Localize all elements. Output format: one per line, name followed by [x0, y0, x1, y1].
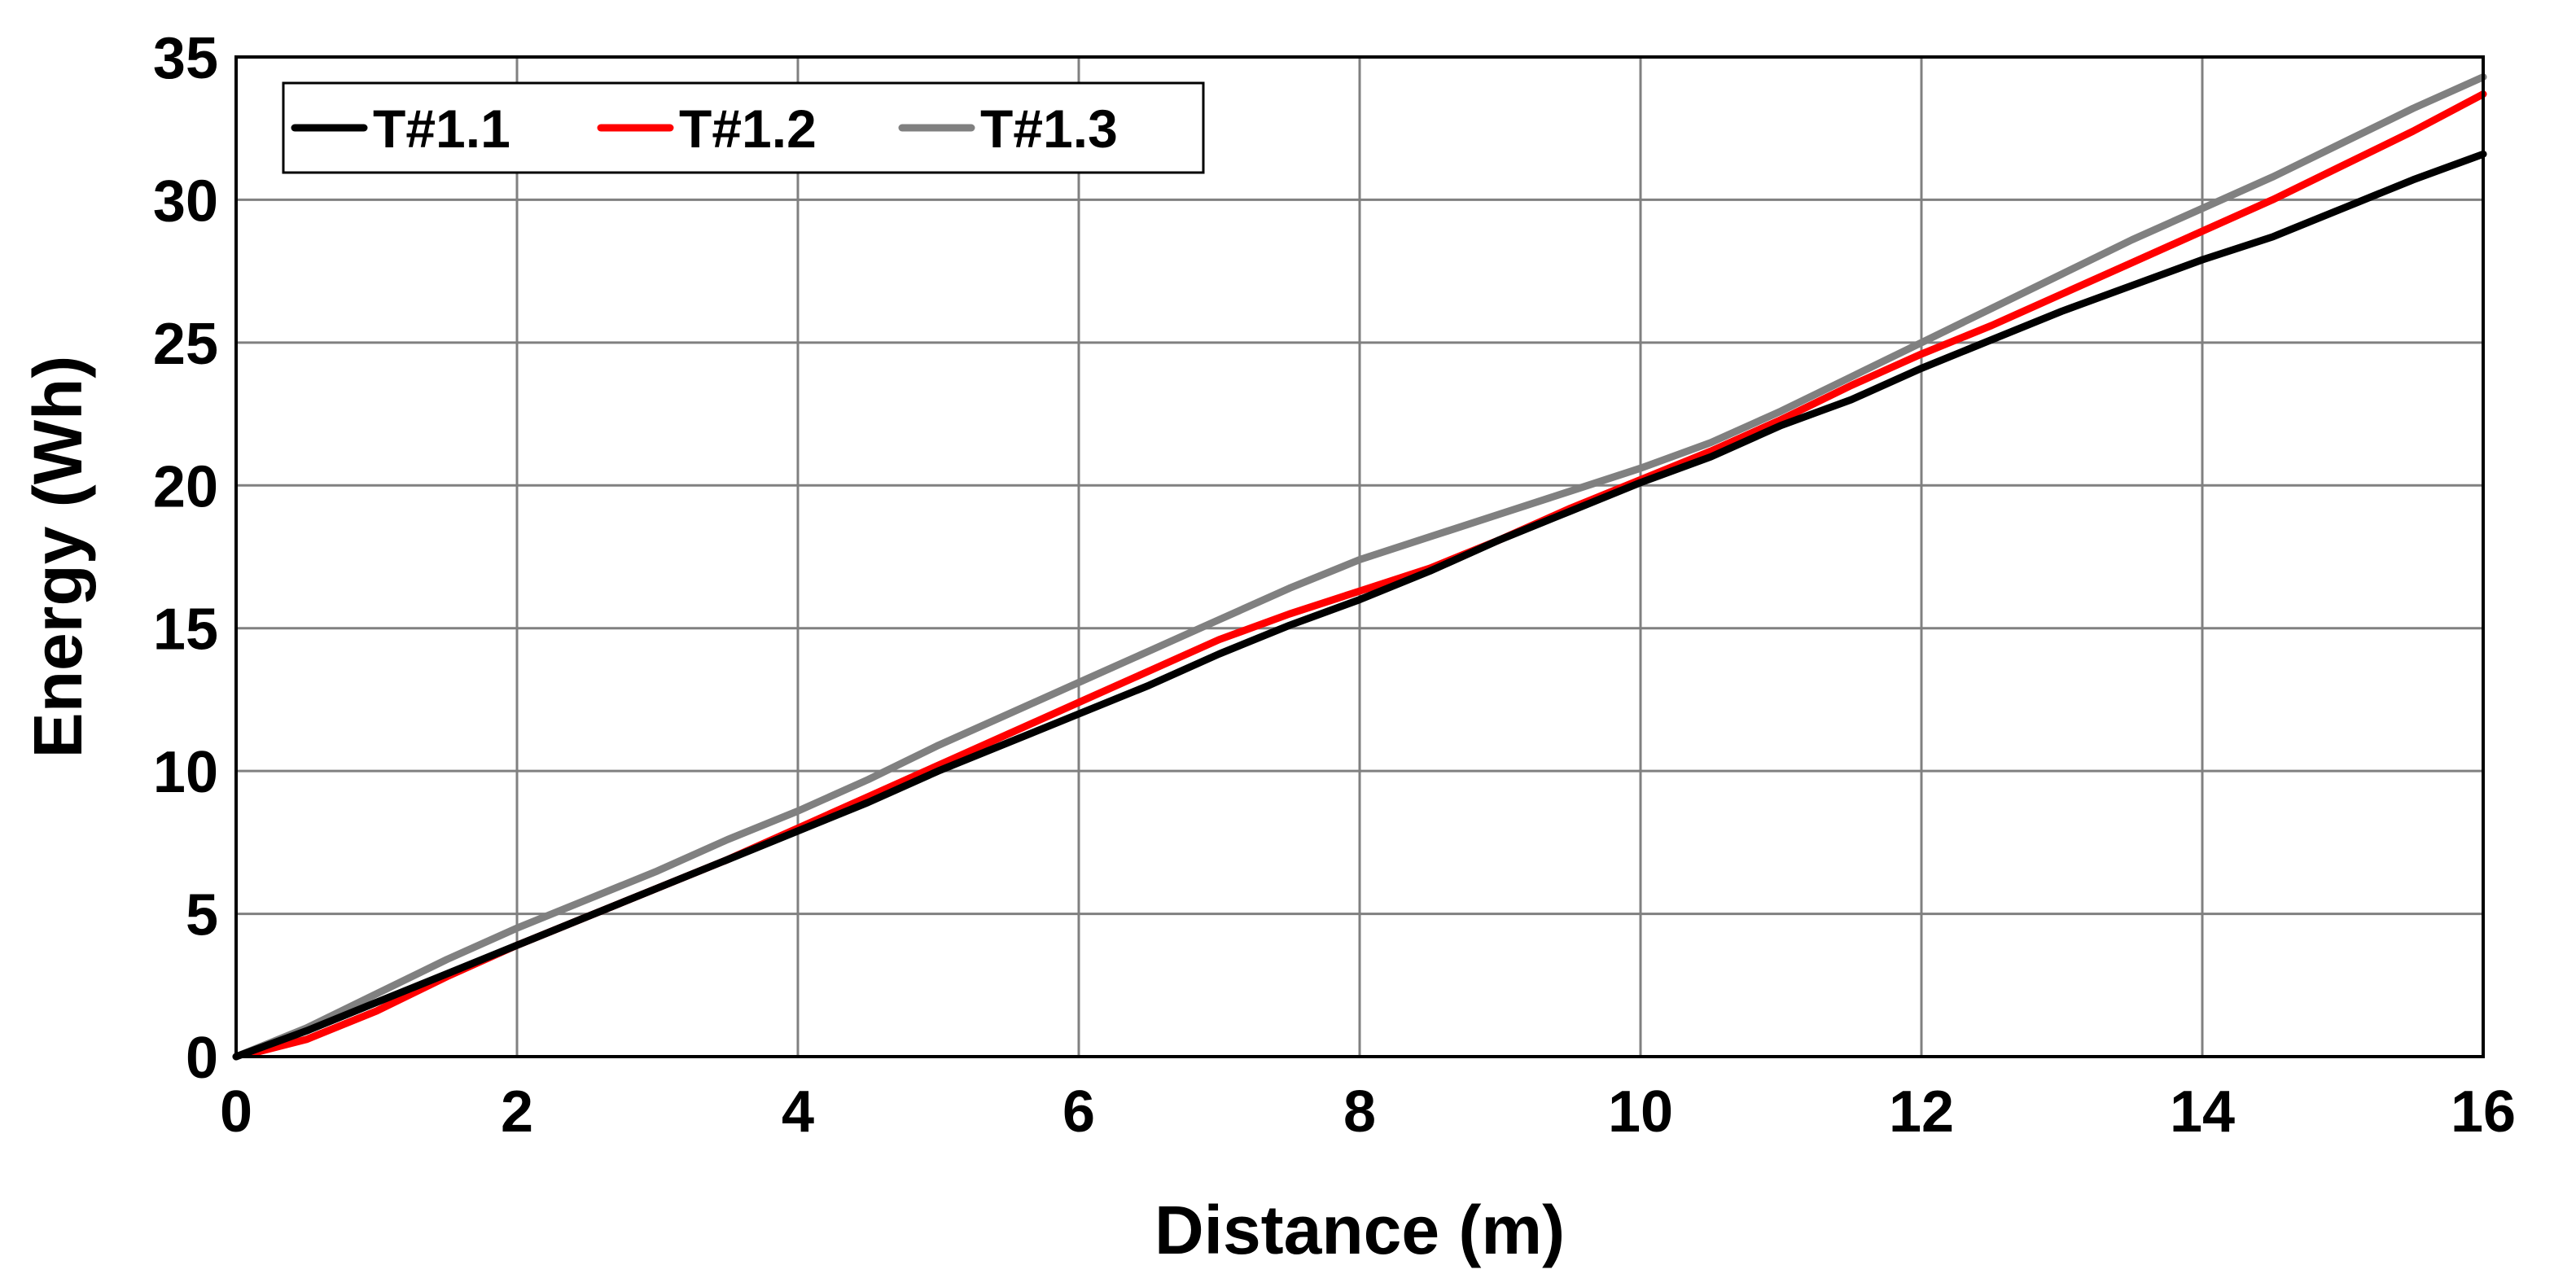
legend-label: T#1.3: [980, 98, 1118, 159]
y-tick-labels: 0 5 10 15 20 25 30 35: [153, 26, 218, 1091]
series-line-1: [232, 150, 2487, 1061]
x-tick-label: 12: [1889, 1079, 1954, 1145]
y-tick-label: 0: [186, 1026, 218, 1091]
legend-box: [282, 81, 1205, 174]
series-line-2: [246, 90, 2487, 1057]
x-tick-label: 2: [501, 1079, 533, 1145]
y-axis-label: Energy (Wh): [20, 356, 96, 759]
x-tick-label: 16: [2451, 1079, 2516, 1145]
y-tick-label: 15: [153, 598, 218, 663]
x-tick-label: 4: [782, 1079, 814, 1145]
series-line-3: [232, 73, 2487, 1061]
legend-label: T#1.2: [679, 98, 817, 159]
y-tick-label: 25: [153, 312, 218, 377]
y-tick-label: 20: [153, 454, 218, 519]
plot-frame: [234, 55, 2485, 1058]
legend: T#1.1 T#1.2 T#1.3: [282, 81, 1205, 174]
x-tick-label: 14: [2170, 1079, 2235, 1145]
x-tick-label: 10: [1608, 1079, 1673, 1145]
y-tick-label: 30: [153, 169, 218, 234]
x-tick-label: 0: [220, 1079, 252, 1145]
plot-lines: [232, 73, 2487, 1061]
y-tick-label: 5: [186, 883, 218, 948]
y-tick-label: 10: [153, 740, 218, 805]
x-tick-labels: 0 2 4 6 8 10 12 14 16: [220, 1079, 2516, 1145]
y-tick-label: 35: [153, 26, 218, 91]
x-tick-label: 6: [1062, 1079, 1095, 1145]
x-axis-label: Distance (m): [1154, 1192, 1565, 1268]
grid: [236, 57, 2483, 1057]
x-tick-label: 8: [1343, 1079, 1376, 1145]
legend-label: T#1.1: [373, 98, 510, 159]
legend-items: T#1.1 T#1.2 T#1.3: [291, 98, 1118, 159]
